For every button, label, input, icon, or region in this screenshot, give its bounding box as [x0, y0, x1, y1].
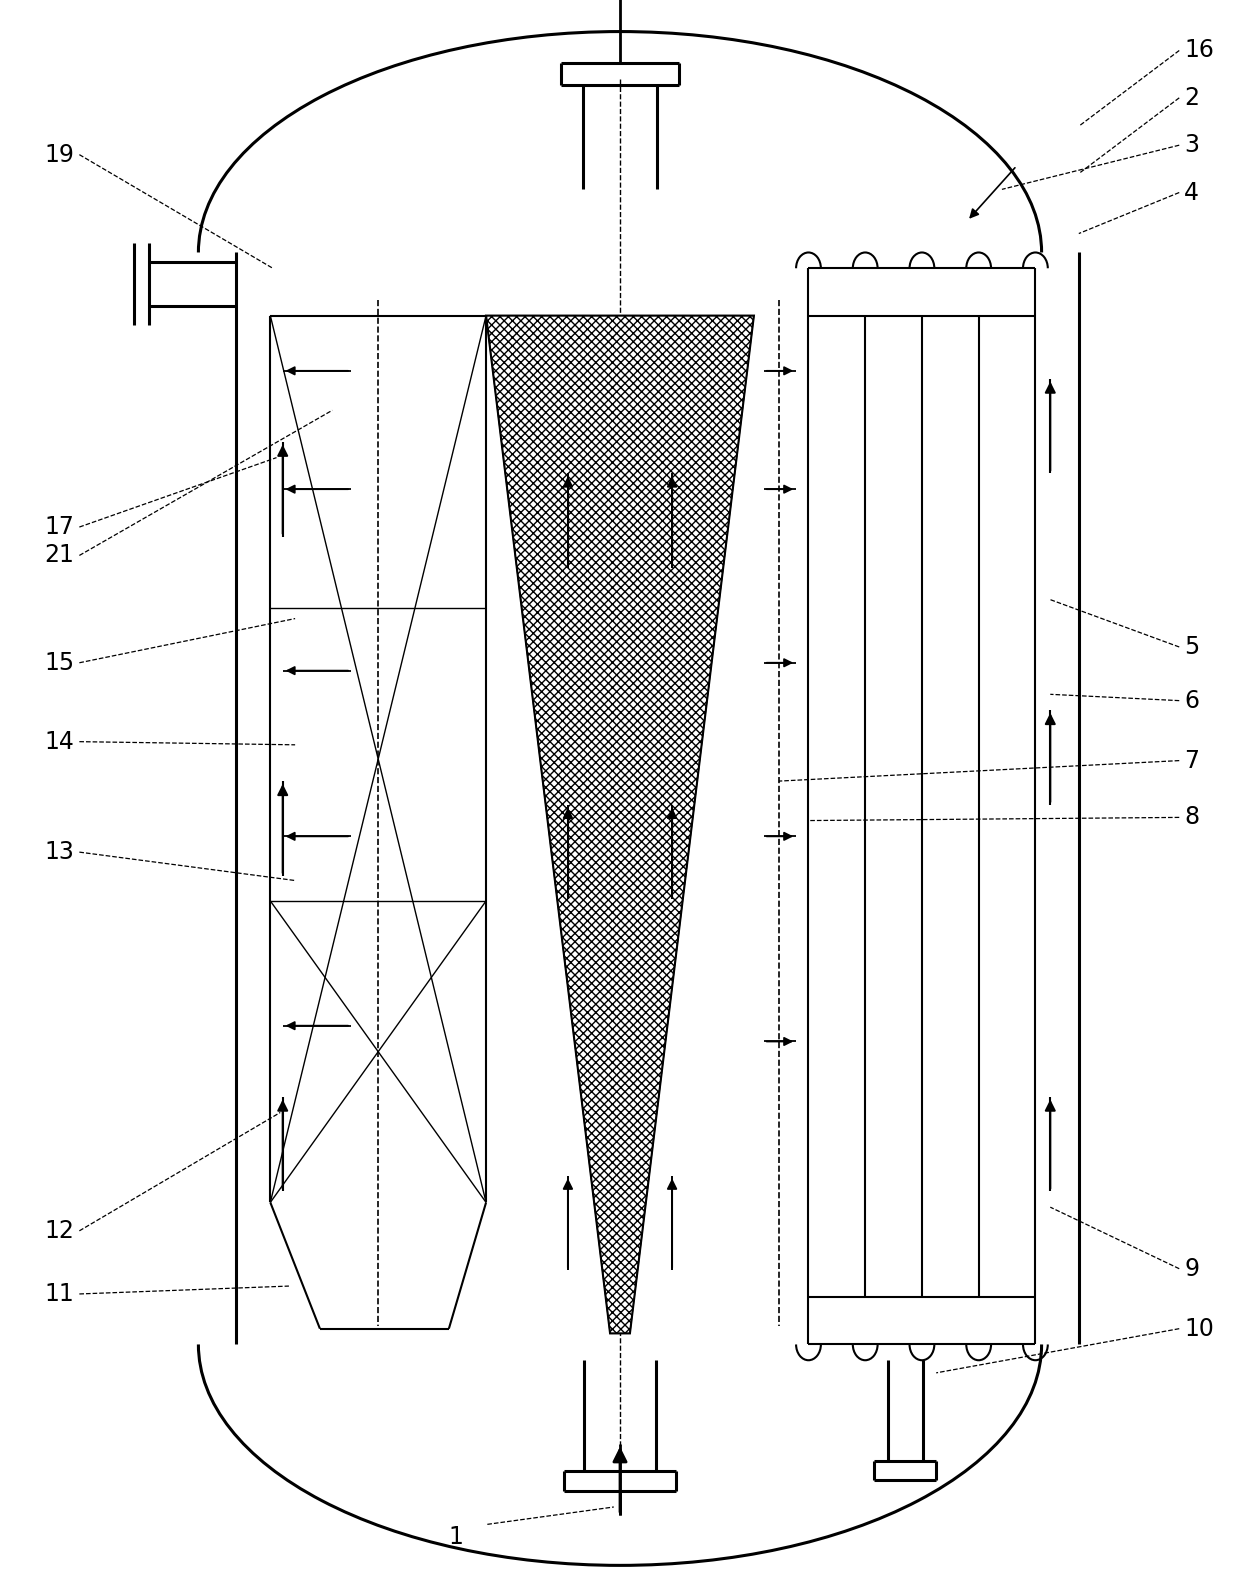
- Text: 17: 17: [45, 514, 74, 540]
- Text: 4: 4: [1184, 180, 1199, 205]
- Text: 3: 3: [1184, 133, 1199, 158]
- Text: 9: 9: [1184, 1256, 1199, 1281]
- Polygon shape: [486, 316, 754, 1333]
- Text: 6: 6: [1184, 688, 1199, 713]
- Text: 7: 7: [1184, 748, 1199, 773]
- Text: 8: 8: [1184, 805, 1199, 830]
- Text: 21: 21: [45, 543, 74, 568]
- Text: 16: 16: [1184, 38, 1214, 63]
- Text: 11: 11: [45, 1281, 74, 1307]
- Text: 15: 15: [45, 650, 74, 675]
- Text: 12: 12: [45, 1218, 74, 1243]
- Text: 13: 13: [45, 839, 74, 865]
- Text: 2: 2: [1184, 85, 1199, 110]
- Text: 19: 19: [45, 142, 74, 167]
- Text: 14: 14: [45, 729, 74, 754]
- Text: 1: 1: [449, 1524, 464, 1550]
- Text: 10: 10: [1184, 1316, 1214, 1341]
- Text: 5: 5: [1184, 634, 1199, 660]
